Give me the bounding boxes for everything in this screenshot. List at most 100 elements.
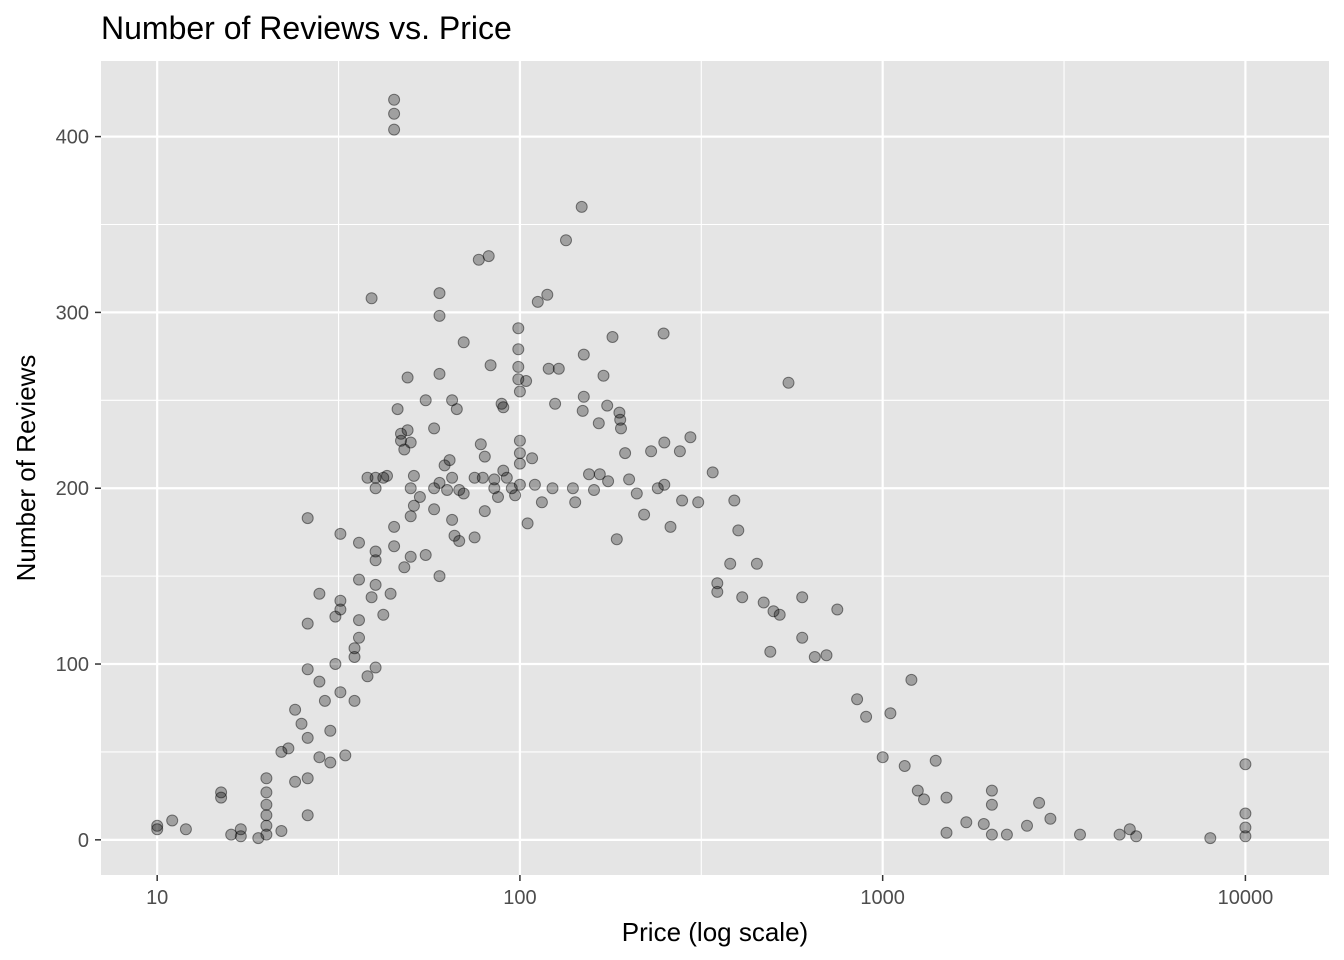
data-point <box>369 578 382 591</box>
data-point <box>512 322 525 335</box>
data-point <box>448 529 461 542</box>
data-point <box>750 557 763 570</box>
data-point <box>651 482 664 495</box>
data-point <box>369 482 382 495</box>
data-point <box>404 436 417 449</box>
data-point <box>509 489 522 502</box>
data-point <box>468 471 481 484</box>
plot-panel <box>101 61 1329 875</box>
data-point <box>658 436 671 449</box>
data-point <box>985 798 998 811</box>
data-point <box>474 438 487 451</box>
data-point <box>575 200 588 213</box>
data-point <box>329 610 342 623</box>
data-point <box>391 403 404 416</box>
axis-ticks: 10 100 1000 10000 0 100 200 300 400 <box>56 127 1274 909</box>
data-point <box>369 661 382 674</box>
data-point <box>438 459 451 472</box>
data-point <box>324 724 337 737</box>
data-point <box>179 823 192 836</box>
data-point <box>521 517 534 530</box>
data-point <box>472 253 485 266</box>
data-point <box>348 651 361 663</box>
data-point <box>260 798 273 811</box>
data-point <box>876 751 889 764</box>
data-point <box>318 694 331 707</box>
data-point <box>492 491 504 503</box>
data-point <box>566 482 579 495</box>
data-point <box>610 533 623 546</box>
data-point <box>505 482 518 495</box>
data-point <box>404 510 417 523</box>
data-point <box>151 823 164 836</box>
data-point <box>531 295 544 308</box>
data-point <box>282 742 295 755</box>
y-tick-label: 0 <box>78 830 89 852</box>
data-point <box>601 399 614 412</box>
data-point <box>215 791 228 804</box>
data-point <box>593 468 606 481</box>
data-point <box>1021 819 1033 832</box>
data-point <box>407 469 420 482</box>
data-point <box>468 531 481 544</box>
data-point <box>706 466 719 479</box>
data-point <box>619 447 632 460</box>
data-point <box>615 422 627 435</box>
data-point <box>512 373 525 386</box>
data-point <box>428 503 441 516</box>
data-point <box>443 454 456 467</box>
data-point <box>353 614 365 627</box>
data-point <box>361 670 374 683</box>
data-points <box>151 93 1252 845</box>
data-point <box>365 591 378 604</box>
data-point <box>428 482 441 495</box>
data-point <box>1239 758 1252 771</box>
data-point <box>602 475 615 488</box>
data-point <box>512 360 525 373</box>
data-point <box>476 471 489 484</box>
data-point <box>736 591 749 604</box>
data-point <box>260 772 273 785</box>
data-point <box>301 772 314 785</box>
data-point <box>457 487 470 500</box>
data-point <box>301 809 314 822</box>
data-point <box>884 707 897 720</box>
data-point <box>339 749 352 762</box>
data-point <box>711 585 724 598</box>
data-point <box>1113 828 1126 841</box>
data-point <box>1204 832 1217 845</box>
data-point <box>260 809 273 822</box>
data-point <box>334 594 347 607</box>
data-point <box>940 791 953 804</box>
data-point <box>313 587 326 600</box>
data-point <box>985 784 998 797</box>
data-point <box>495 397 508 410</box>
data-point <box>301 731 314 744</box>
data-point <box>638 508 651 521</box>
data-point <box>301 663 314 676</box>
data-point <box>488 482 501 495</box>
data-point <box>513 457 526 470</box>
data-point <box>151 819 164 832</box>
data-point <box>1000 828 1013 841</box>
data-point <box>711 577 724 590</box>
data-point <box>541 288 554 301</box>
data-point <box>289 775 302 788</box>
data-point <box>808 651 821 663</box>
data-point <box>512 343 525 356</box>
y-tick-label: 200 <box>56 478 89 500</box>
data-point <box>898 760 911 772</box>
data-point <box>583 468 595 481</box>
data-point <box>407 499 420 512</box>
data-point <box>831 603 844 616</box>
data-point <box>592 417 605 430</box>
data-point <box>676 494 689 507</box>
data-point <box>401 371 414 384</box>
data-point <box>166 814 179 827</box>
data-point <box>724 557 737 570</box>
data-point <box>1044 812 1057 825</box>
data-point <box>905 673 918 686</box>
data-point <box>528 478 541 491</box>
data-point <box>234 823 247 836</box>
